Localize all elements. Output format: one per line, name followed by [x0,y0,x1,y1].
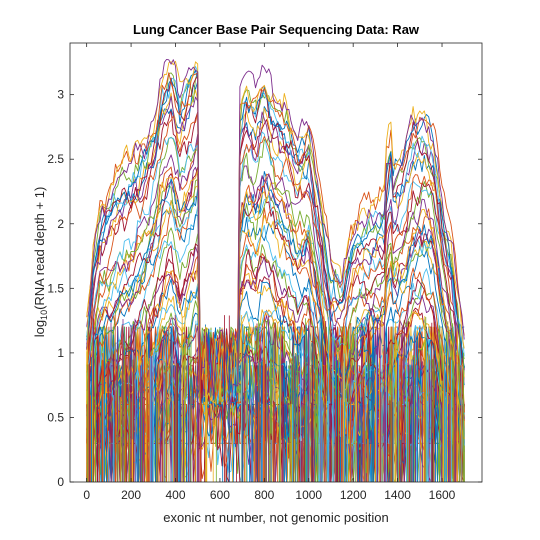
x-tick-label: 1200 [340,488,367,502]
y-tick-label: 2 [57,217,64,231]
y-axis-ticks: 0 0.5 1 1.5 2 2.5 3 [47,88,482,489]
y-tick-label: 2.5 [47,152,64,166]
x-tick-label: 0 [83,488,90,502]
series-line [86,136,465,482]
series-line [86,199,465,482]
chart-title: Lung Cancer Base Pair Sequencing Data: R… [133,22,420,37]
series-line [86,75,465,482]
series-line [86,246,465,482]
y-axis-label-subscript: 10 [39,310,49,320]
x-tick-label: 400 [165,488,185,502]
y-axis-label-log: log [32,320,47,337]
x-tick-label: 1600 [429,488,456,502]
series-line [86,206,465,482]
series-line [86,243,465,482]
series-line [86,166,465,482]
series-line [86,72,465,394]
series-line [86,131,465,482]
series-line [86,112,465,413]
y-tick-label: 3 [57,88,64,102]
series-line [86,65,465,403]
series-line [86,195,465,482]
y-tick-label: 1.5 [47,281,64,295]
series-line [86,58,465,405]
series-line [86,169,465,482]
series-layer [86,58,465,482]
y-axis-label: log10(RNA read depth + 1) [32,187,49,338]
x-axis-label: exonic nt number, not genomic position [163,510,388,525]
series-line [86,96,465,482]
axes [69,42,483,483]
y-tick-label: 0 [57,475,64,489]
series-line [86,60,465,402]
x-axis-ticks: 0 200 400 600 800 1000 1200 1400 1600 [83,43,456,502]
x-tick-label: 800 [254,488,274,502]
series-line [86,71,465,403]
x-tick-label: 600 [210,488,230,502]
y-tick-label: 1 [57,346,64,360]
x-tick-label: 200 [121,488,141,502]
y-axis-label-rest: (RNA read depth + 1) [32,187,47,310]
x-tick-label: 1400 [384,488,411,502]
x-tick-label: 1000 [295,488,322,502]
y-tick-label: 0.5 [47,410,64,424]
axes-box [69,42,483,483]
